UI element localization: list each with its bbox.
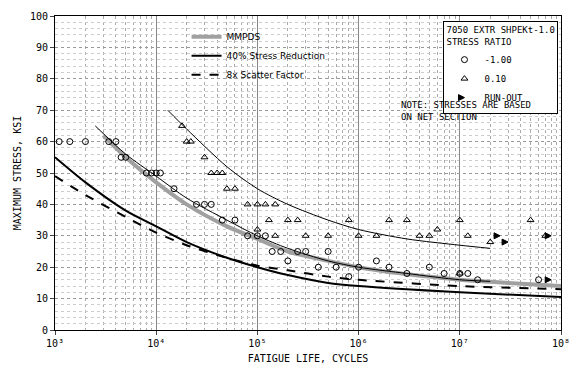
svg-text:8x Scatter Factor: 8x Scatter Factor	[227, 70, 304, 80]
svg-text:70: 70	[36, 105, 48, 116]
svg-text:20: 20	[36, 262, 48, 273]
svg-text:0: 0	[42, 325, 48, 336]
svg-text:80: 80	[36, 73, 48, 84]
svg-text:MMPDS: MMPDS	[227, 32, 261, 42]
svg-text:40: 40	[36, 199, 48, 210]
svg-text:60: 60	[36, 136, 48, 147]
svg-text:40% Stress Reduction: 40% Stress Reduction	[227, 51, 325, 61]
svg-text:90: 90	[36, 42, 48, 53]
svg-text:10⁷: 10⁷	[451, 338, 469, 349]
svg-text:10⁸: 10⁸	[552, 338, 570, 349]
svg-text:7050 EXTR SHPEKt-1.0STRESS RAT: 7050 EXTR SHPEKt-1.0STRESS RATIO	[446, 25, 554, 47]
svg-text:RUN-OUT: RUN-OUT	[484, 93, 523, 103]
svg-text:-1.00: -1.00	[484, 55, 511, 65]
svg-text:10⁴: 10⁴	[147, 338, 165, 349]
svg-text:10: 10	[36, 293, 48, 304]
svg-text:50: 50	[36, 168, 48, 179]
svg-text:NOTE: STRESSES ARE BASEDON NET: NOTE: STRESSES ARE BASEDON NET SECTION	[401, 100, 531, 122]
svg-text:30: 30	[36, 230, 48, 241]
svg-text:10⁶: 10⁶	[350, 338, 368, 349]
svg-text:FATIGUE LIFE, CYCLES: FATIGUE LIFE, CYCLES	[248, 353, 368, 364]
svg-text:MAXIMUM STRESS, KSI: MAXIMUM STRESS, KSI	[12, 116, 23, 230]
svg-text:10⁵: 10⁵	[248, 338, 266, 349]
svg-text:10³: 10³	[46, 338, 64, 349]
svg-text:100: 100	[30, 11, 48, 22]
svg-text:0.10: 0.10	[484, 74, 506, 84]
